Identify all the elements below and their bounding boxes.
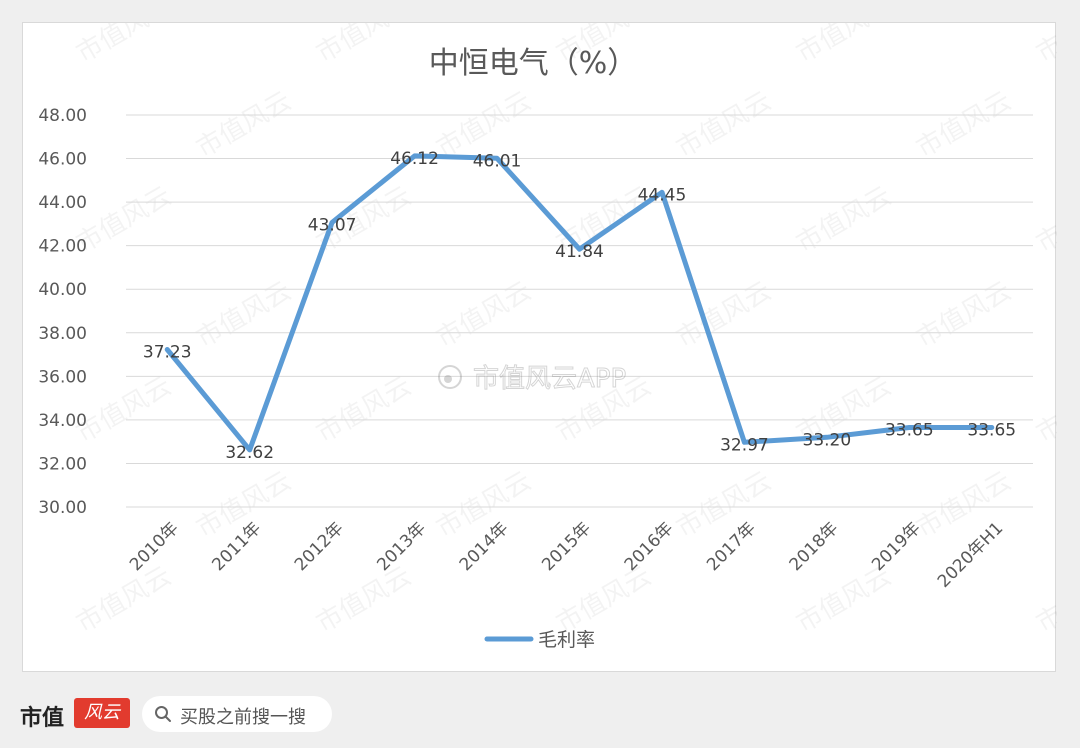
y-tick-label: 42.00	[38, 237, 87, 257]
y-tick-label: 32.00	[38, 454, 87, 474]
legend-label: 毛利率	[538, 629, 595, 651]
watermark-tile: 市值风云	[912, 276, 1017, 354]
watermark-tile: 市值风云	[312, 561, 417, 639]
brand-logo-mark: 风云	[74, 698, 130, 728]
watermark-tile: 市值风云	[72, 181, 177, 259]
watermark-tile: 市值风云	[312, 23, 417, 69]
y-axis-ticks: 30.00 32.00 34.00 36.00 38.00 40.00 42.00 44.00…	[38, 106, 87, 518]
y-tick-label: 48.00	[38, 106, 87, 126]
watermark-tile: 市值风云	[72, 561, 177, 639]
watermark-tile: 市值风云	[792, 23, 897, 69]
watermark-tile: 市值风云	[192, 276, 297, 354]
x-tick-label: 2016年	[621, 518, 678, 575]
watermark-tile: 市值风云	[1032, 561, 1058, 639]
watermark-tile: 市值风云	[672, 86, 777, 164]
data-labels: 37.23 32.62 43.07 46.12 46.01 41.84 44.45 32.97…	[143, 149, 1016, 463]
watermark-tile: 市值风云	[72, 23, 177, 69]
series-line-gross-margin	[164, 153, 995, 453]
x-tick-label: 2019年	[868, 518, 925, 575]
watermark-tile: 市值风云	[672, 466, 777, 544]
watermark-tile: 市值风云	[1032, 371, 1058, 449]
y-tick-label: 34.00	[38, 411, 87, 431]
y-tick-label: 36.00	[38, 367, 87, 387]
center-watermark: 市值风云APP	[438, 364, 627, 395]
gridlines	[126, 114, 1033, 508]
data-label: 41.84	[555, 242, 604, 262]
search-bar[interactable]: 买股之前搜一搜	[142, 696, 332, 732]
watermark-tile: 市值风云	[72, 371, 177, 449]
watermark-tile: 市值风云	[1032, 23, 1058, 69]
y-tick-label: 46.00	[38, 150, 87, 170]
data-label: 43.07	[308, 215, 357, 235]
chart-panel: 市值风云市值风云市值风云市值风云市值风云市值风云市值风云市值风云市值风云市值风云…	[22, 22, 1058, 672]
watermark-tile: 市值风云	[1032, 181, 1058, 259]
x-tick-label: 2015年	[538, 518, 595, 575]
y-tick-label: 30.00	[38, 498, 87, 518]
x-tick-label: 2012年	[291, 518, 348, 575]
data-label: 33.65	[967, 421, 1016, 441]
watermark-tile: 市值风云	[432, 276, 537, 354]
watermark-tile: 市值风云	[912, 86, 1017, 164]
brand-logo-text: 市值	[20, 706, 65, 731]
search-icon	[155, 706, 171, 722]
legend: 毛利率	[484, 629, 595, 651]
watermark-tile: 市值风云	[312, 371, 417, 449]
data-label: 46.12	[390, 149, 439, 169]
y-tick-label: 38.00	[38, 324, 87, 344]
watermark-tile: 市值风云	[672, 276, 777, 354]
footer-bar: 市值 风云 买股之前搜一搜	[0, 680, 1080, 748]
data-label: 44.45	[638, 185, 687, 205]
watermark-tile: 市值风云	[192, 86, 297, 164]
chart-title: 中恒电气（%）	[429, 46, 638, 81]
watermark-tile: 市值风云	[552, 561, 657, 639]
center-watermark-text: 市值风云APP	[473, 364, 626, 394]
weibo-icon-eye	[444, 375, 452, 383]
data-label: 33.65	[885, 421, 934, 441]
y-tick-label: 40.00	[38, 280, 87, 300]
y-tick-label: 44.00	[38, 193, 87, 213]
data-label: 46.01	[473, 151, 522, 171]
x-tick-label: 2018年	[786, 518, 843, 575]
data-label: 37.23	[143, 343, 192, 363]
data-label: 33.20	[803, 430, 852, 450]
search-placeholder: 买股之前搜一搜	[180, 707, 306, 728]
data-label: 32.62	[225, 443, 274, 463]
weibo-icon	[438, 365, 462, 389]
data-label: 32.97	[720, 435, 769, 455]
watermark-tile: 市值风云	[792, 181, 897, 259]
line-chart: 市值风云市值风云市值风云市值风云市值风云市值风云市值风云市值风云市值风云市值风云…	[38, 23, 1058, 651]
